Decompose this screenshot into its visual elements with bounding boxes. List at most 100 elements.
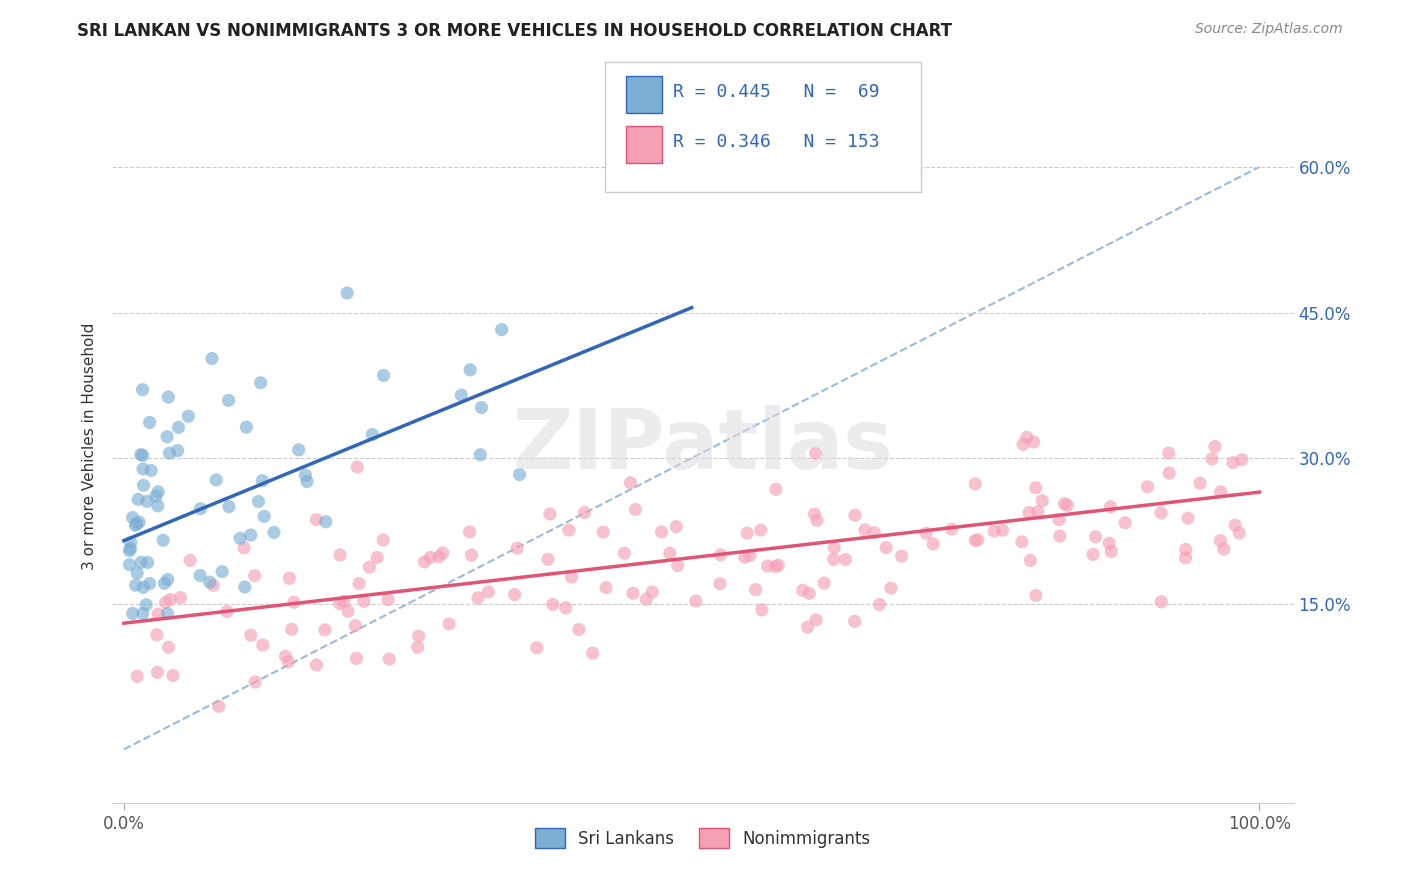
Point [844,615,866,629]
Point [159,592,181,607]
Point [208,699,231,714]
Point [138,576,160,591]
Point [263,525,285,540]
Point [1099,500,1122,514]
Point [118,543,141,558]
Point [624,502,647,516]
Point [1159,466,1181,480]
Point [155,595,177,609]
Y-axis label: 3 or more Vehicles in Household: 3 or more Vehicles in Household [82,322,97,570]
Point [1025,481,1047,495]
Point [450,388,472,402]
Point [1150,595,1173,609]
Point [1026,505,1049,519]
Point [239,628,262,642]
Point [177,409,200,424]
Point [804,613,827,627]
Point [650,524,672,539]
Point [458,524,481,539]
Point [1114,516,1136,530]
Point [538,507,561,521]
Point [823,552,845,566]
Point [377,592,399,607]
Point [823,541,845,555]
Point [249,376,271,390]
Point [427,549,450,564]
Point [1022,435,1045,450]
Point [863,525,886,540]
Text: Source: ZipAtlas.com: Source: ZipAtlas.com [1195,22,1343,37]
Point [1019,553,1042,567]
Point [146,484,169,499]
Point [211,565,233,579]
Point [413,555,436,569]
Point [1204,440,1226,454]
Point [132,478,155,492]
Point [1025,589,1047,603]
Point [1015,430,1038,444]
Point [121,510,143,524]
Point [305,512,328,526]
Point [1098,536,1121,550]
Point [965,477,987,491]
Point [247,494,270,508]
Point [245,675,267,690]
Point [561,570,583,584]
Point [477,585,499,599]
Point [744,582,766,597]
Point [734,550,756,565]
Point [915,526,938,541]
Point [205,473,228,487]
Point [749,523,772,537]
Point [188,568,211,582]
Point [295,475,318,489]
Point [796,620,818,634]
Point [218,500,240,514]
Point [125,516,148,531]
Point [1212,542,1234,557]
Point [235,420,257,434]
Point [506,541,529,555]
Point [218,393,240,408]
Point [156,607,179,621]
Point [636,592,658,607]
Point [709,576,731,591]
Point [239,528,262,542]
Point [806,513,828,527]
Point [470,448,492,462]
Legend: Sri Lankans, Nonimmigrants: Sri Lankans, Nonimmigrants [529,822,877,855]
Point [132,607,155,621]
Point [344,651,367,665]
Point [844,508,866,523]
Point [127,566,149,580]
Point [941,522,963,536]
Point [408,629,430,643]
Point [128,515,150,529]
Point [157,390,180,404]
Point [710,548,733,562]
Point [233,580,256,594]
Point [1188,476,1211,491]
Point [658,546,681,560]
Point [595,581,617,595]
Point [965,533,987,548]
Point [765,483,787,497]
Point [361,427,384,442]
Point [215,605,238,619]
Point [1049,529,1071,543]
Point [145,628,167,642]
Point [169,591,191,605]
Point [157,640,180,655]
Point [373,533,395,547]
Point [467,591,489,605]
Point [735,526,758,541]
Point [329,548,352,562]
Point [1018,506,1040,520]
Point [201,351,224,366]
Point [132,448,155,462]
Point [127,492,149,507]
Point [1136,480,1159,494]
Point [337,604,360,618]
Point [139,463,162,477]
Point [1012,437,1035,451]
